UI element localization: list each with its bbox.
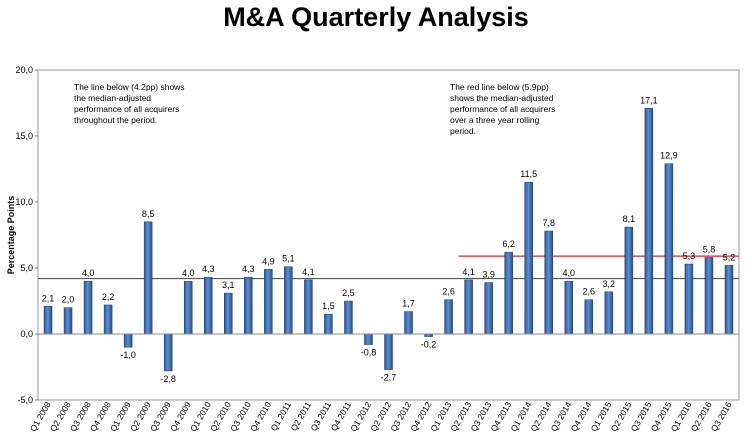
bar <box>484 282 493 335</box>
y-tick-label: 20,0 <box>15 65 33 75</box>
data-label: -2,7 <box>381 373 397 383</box>
data-label: 4,3 <box>242 264 255 274</box>
bar <box>284 266 293 335</box>
data-label: 2,6 <box>583 287 596 297</box>
data-labels-layer: 2,1 2,0 4,0 2,2 -1,0 8,5 -2,8 4,0 4,3 3,1 4,3 4,9 5,… <box>42 95 735 384</box>
bar <box>304 279 313 335</box>
data-label: 3,9 <box>482 270 495 280</box>
bar <box>444 299 453 335</box>
data-label: 1,5 <box>322 301 335 311</box>
annotation-line: performance of all acquirers <box>450 104 555 114</box>
data-label: 4,1 <box>302 267 315 277</box>
bar <box>564 280 574 335</box>
bar <box>524 181 533 335</box>
bar <box>724 265 734 335</box>
data-label: 4,1 <box>462 267 475 277</box>
data-label: 3,1 <box>222 280 235 290</box>
bar <box>404 311 413 335</box>
bar <box>344 300 353 335</box>
y-tick-label: 5,0 <box>20 263 33 273</box>
bar <box>224 292 233 335</box>
annotation-line: The line below (4.2pp) shows <box>74 82 185 92</box>
data-label: 17,1 <box>640 95 658 105</box>
bar <box>644 108 654 335</box>
annotation-line: period. <box>450 126 476 136</box>
data-label: 12,9 <box>660 151 678 161</box>
annotation-line: throughout the period. <box>74 115 157 125</box>
data-label: 3,2 <box>603 279 616 289</box>
bar <box>163 333 173 372</box>
data-label: -1,0 <box>120 350 136 360</box>
data-label: 4,3 <box>202 264 215 274</box>
data-label: 6,2 <box>502 239 515 249</box>
bar <box>664 163 674 335</box>
data-label: 5,1 <box>282 254 295 264</box>
bar <box>704 257 714 335</box>
data-label: 7,8 <box>542 218 555 228</box>
bar <box>244 276 253 335</box>
data-label: 5,3 <box>683 251 696 261</box>
data-label: 4,0 <box>182 268 195 278</box>
data-label: 2,1 <box>42 293 55 303</box>
annotation-line: performance of all acquirers <box>74 104 179 114</box>
y-tick-label: -5,0 <box>17 395 33 405</box>
y-axis-ticks: -5,0 0,0 5,0 10,0 15,0 20,0 <box>15 65 739 405</box>
annotation-line: The red line below (5.9pp) <box>450 82 549 92</box>
bar <box>183 280 193 335</box>
data-label: 2,0 <box>62 295 75 305</box>
bar <box>43 306 53 335</box>
y-axis-label: Percentage Points <box>6 196 16 275</box>
bar <box>324 313 333 335</box>
chart-title: M&A Quarterly Analysis <box>223 2 529 32</box>
bar <box>123 333 133 348</box>
data-label: 11,5 <box>520 169 537 179</box>
bar <box>584 299 594 335</box>
bars-layer <box>43 108 734 372</box>
annotation-line: shows the median-adjusted <box>450 93 554 103</box>
bar <box>264 269 273 335</box>
data-label: 5,2 <box>723 252 736 262</box>
data-label: -0,2 <box>421 340 437 350</box>
bar <box>83 280 93 335</box>
bar <box>143 221 153 335</box>
data-label: 4,0 <box>562 268 575 278</box>
bar <box>63 307 73 335</box>
bar <box>384 333 393 370</box>
data-label: -0,8 <box>361 348 377 358</box>
annotation-line: over a three year rolling <box>450 115 540 125</box>
bar <box>504 251 513 335</box>
annotation-line: the median-adjusted <box>74 93 151 103</box>
bar <box>684 263 694 335</box>
bar <box>604 291 614 335</box>
data-label: 5,8 <box>703 244 716 254</box>
data-label: 1,7 <box>402 299 415 309</box>
y-tick-label: 10,0 <box>15 197 33 207</box>
y-tick-label: 0,0 <box>20 329 33 339</box>
data-label: 8,5 <box>142 209 155 219</box>
data-label: 2,6 <box>442 287 455 297</box>
data-label: 2,5 <box>342 288 355 298</box>
y-tick-label: 15,0 <box>15 131 33 141</box>
bar <box>624 226 634 335</box>
data-label: 8,1 <box>623 214 636 224</box>
data-label: 4,0 <box>82 268 95 278</box>
bar <box>103 304 113 335</box>
data-label: -2,8 <box>160 374 176 384</box>
bar <box>364 333 373 345</box>
data-label: 2,2 <box>102 292 115 302</box>
bar <box>544 230 553 335</box>
data-label: 4,9 <box>262 256 275 266</box>
bar <box>203 276 213 335</box>
bar <box>464 279 473 335</box>
